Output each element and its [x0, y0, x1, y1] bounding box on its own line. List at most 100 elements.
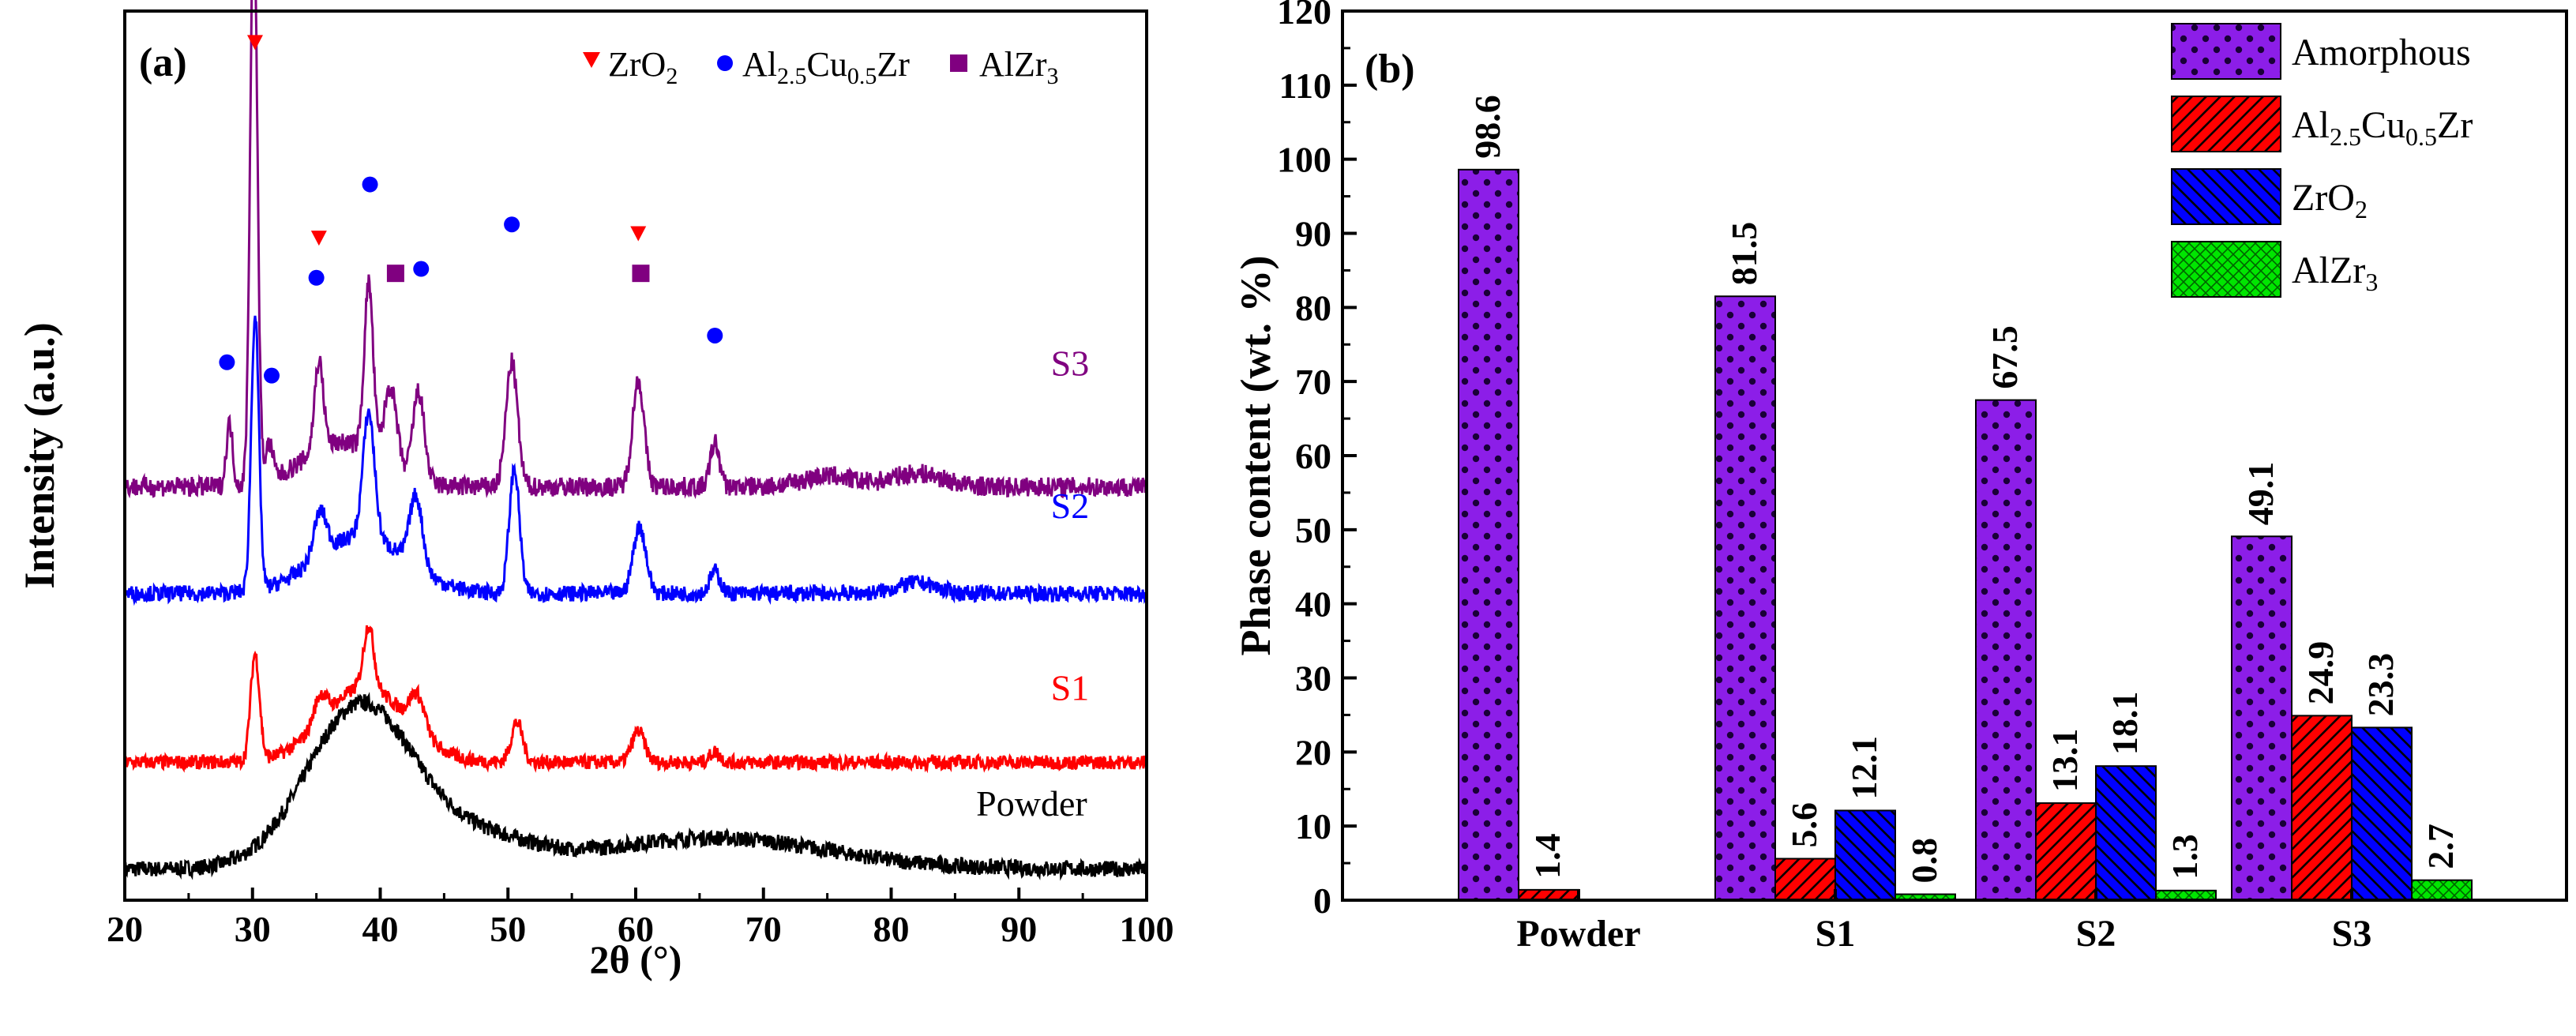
phase-x-category-s3: S3	[2332, 913, 2372, 955]
phase-y-tick-label: 120	[1277, 0, 1331, 32]
bar-value-label: 98.6	[1467, 95, 1508, 159]
bar-alzr3-s3	[2411, 879, 2473, 902]
legend-al25cu05zr-marker	[717, 55, 733, 71]
phase-legend-label-amorphous: Amorphous	[2292, 32, 2471, 73]
xrd-series-group	[123, 0, 1148, 881]
bar-value-label: 13.1	[2045, 729, 2085, 793]
bar-al25cu05zr-s2	[2035, 802, 2097, 901]
peak-marker-al25cu05zr	[308, 269, 325, 286]
phase-bars-group	[1458, 168, 2473, 902]
xrd-x-axis-label: 2θ (°)	[590, 937, 682, 982]
bar-amorphous-s2	[1975, 399, 2037, 901]
phase-legend-label-zro2: ZrO2	[2292, 177, 2368, 223]
phase-y-tick-label: 60	[1295, 436, 1331, 476]
xrd-x-tick-label: 50	[490, 909, 526, 949]
bar-value-label: 5.6	[1784, 802, 1824, 848]
bar-zro2-s2	[2095, 765, 2157, 902]
bar-value-label: 0.8	[1904, 838, 1944, 884]
peak-marker-zro2	[310, 231, 327, 246]
peak-marker-al25cu05zr	[362, 176, 378, 193]
bar-value-label: 18.1	[2105, 692, 2145, 756]
xrd-x-tick-label: 40	[362, 909, 399, 949]
xrd-y-axis-label: Intensity (a.u.)	[16, 322, 63, 589]
legend-al25cu05zr-label: Al2.5Cu0.5Zr	[742, 45, 910, 89]
bar-value-label: 2.7	[2420, 824, 2461, 869]
xrd-x-tick-label: 100	[1120, 909, 1174, 949]
bar-amorphous-s3	[2231, 535, 2292, 901]
peak-marker-al25cu05zr	[504, 216, 520, 233]
phase-x-category-s1: S1	[1816, 913, 1856, 955]
phase-panel-label: (b)	[1365, 47, 1415, 92]
phase-y-tick-label: 50	[1295, 510, 1331, 550]
phase-x-categories: Powder S1 S2 S3	[1516, 889, 2371, 955]
peak-marker-alzr3	[632, 265, 650, 283]
peak-markers-group	[219, 35, 723, 384]
phase-y-tick-label: 70	[1295, 362, 1331, 402]
bar-al25cu05zr-s1	[1774, 858, 1836, 902]
phase-x-category-s2: S2	[2076, 913, 2116, 955]
legend-alzr3-marker	[950, 54, 967, 72]
xrd-x-ticks: 20 30 40 50 60 70 80 90 100	[107, 888, 1174, 949]
xrd-curve-s2	[123, 315, 1148, 606]
phase-panel: 98.6 1.4 81.5 5.6 12.1 0.8 67.5 13.1 18.1 1.3 49.1…	[1232, 0, 2568, 955]
peak-marker-al25cu05zr	[219, 354, 235, 370]
phase-y-tick-label: 40	[1295, 584, 1331, 625]
phase-y-tick-label: 10	[1295, 806, 1331, 846]
peak-marker-zro2	[630, 226, 647, 242]
phase-x-category-powder: Powder	[1516, 913, 1640, 955]
phase-y-tick-label: 100	[1277, 140, 1331, 180]
xrd-curve-label-s2: S2	[1051, 486, 1090, 526]
xrd-curve-s1	[123, 625, 1148, 774]
phase-legend-swatch-zro2	[2171, 168, 2281, 225]
phase-legend-swatch-alzr3	[2171, 241, 2281, 298]
xrd-curve-label-powder: Powder	[976, 783, 1087, 824]
peak-marker-al25cu05zr	[707, 327, 723, 343]
phase-y-ticks: 0 10 20 30 40 50 60 70 80 90 100 110 120	[1277, 0, 1357, 921]
bar-value-label: 81.5	[1724, 222, 1764, 286]
curve-labels-group: Powder S1 S2 S3	[976, 343, 1089, 824]
peak-marker-al25cu05zr	[264, 367, 280, 384]
phase-y-tick-label: 80	[1295, 287, 1331, 328]
bar-value-label: 24.9	[2300, 641, 2341, 705]
xrd-x-tick-label: 30	[235, 909, 271, 949]
bar-zro2-s1	[1834, 809, 1896, 901]
bar-value-label: 12.1	[1844, 736, 1884, 800]
phase-y-tick-label: 30	[1295, 659, 1331, 699]
bar-value-label: 23.3	[2360, 653, 2401, 717]
phase-y-tick-label: 20	[1295, 732, 1331, 772]
phase-y-tick-label: 90	[1295, 214, 1331, 254]
xrd-curve-s3	[123, 0, 1148, 499]
bar-amorphous-s1	[1714, 295, 1776, 901]
xrd-x-tick-label: 90	[1001, 909, 1037, 949]
xrd-x-tick-label: 60	[618, 909, 654, 949]
bar-value-label: 67.5	[1985, 325, 2025, 389]
xrd-curve-label-s3: S3	[1051, 343, 1090, 384]
peak-marker-zro2	[246, 35, 263, 51]
xrd-curve-powder	[123, 692, 1148, 881]
xrd-x-tick-label: 80	[873, 909, 910, 949]
phase-y-tick-label: 110	[1279, 66, 1331, 106]
phase-legend: Amorphous Al2.5Cu0.5Zr ZrO2 AlZr3	[2171, 23, 2473, 298]
phase-legend-label-al25cu05zr: Al2.5Cu0.5Zr	[2292, 104, 2473, 151]
xrd-panel-label: (a)	[139, 40, 187, 85]
xrd-legend: ZrO2 Al2.5Cu0.5Zr AlZr3	[583, 45, 1059, 89]
legend-alzr3-label: AlZr3	[979, 45, 1059, 89]
peak-marker-alzr3	[386, 265, 404, 283]
phase-value-labels-group: 98.6 1.4 81.5 5.6 12.1 0.8 67.5 13.1 18.1 1.3 49.1…	[1467, 95, 2461, 883]
xrd-curve-label-s1: S1	[1051, 668, 1090, 708]
bar-al25cu05zr-s3	[2291, 715, 2353, 901]
bar-zro2-s3	[2351, 726, 2413, 902]
xrd-x-tick-label: 20	[107, 909, 143, 949]
legend-zro2-marker	[583, 52, 600, 68]
phase-y-tick-label: 0	[1313, 880, 1331, 921]
xrd-panel: Powder S1 S2 S3 20 30 40 50 60 70 80 90 100 (a) ZrO…	[16, 0, 1174, 982]
bar-value-label: 1.3	[2165, 834, 2205, 880]
peak-marker-al25cu05zr	[413, 261, 430, 277]
phase-legend-swatch-amorphous	[2171, 23, 2281, 80]
phase-legend-swatch-al25cu05zr	[2171, 96, 2281, 152]
phase-legend-label-alzr3: AlZr3	[2292, 250, 2378, 296]
bar-value-label: 49.1	[2240, 462, 2281, 526]
bar-amorphous-powder	[1458, 168, 1519, 901]
xrd-x-tick-label: 70	[745, 909, 782, 949]
